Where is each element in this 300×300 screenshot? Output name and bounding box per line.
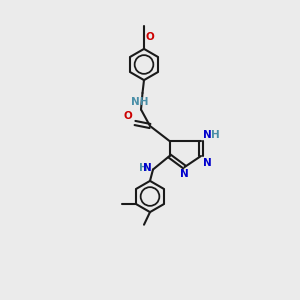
Text: H: H bbox=[139, 163, 148, 173]
Text: N: N bbox=[202, 130, 211, 140]
Text: N: N bbox=[202, 158, 211, 167]
Text: N: N bbox=[180, 169, 189, 178]
Text: O: O bbox=[124, 111, 133, 121]
Text: H: H bbox=[212, 130, 220, 140]
Text: O: O bbox=[145, 32, 154, 43]
Text: NH: NH bbox=[131, 97, 148, 107]
Text: N: N bbox=[143, 163, 152, 173]
